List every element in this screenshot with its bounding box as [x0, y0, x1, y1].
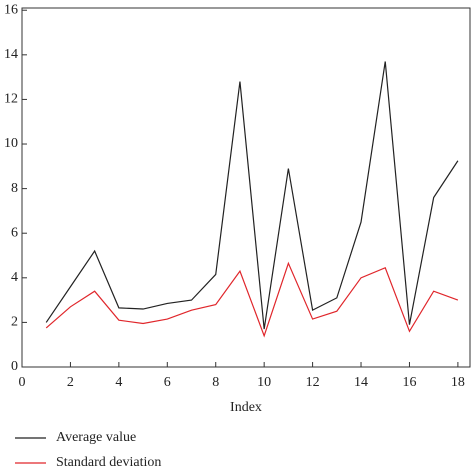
y-tick-label: 12: [4, 92, 18, 107]
x-axis-label: Index: [230, 400, 262, 415]
legend-label: Standard deviation: [56, 455, 161, 470]
legend-label: Average value: [56, 430, 136, 445]
x-tick-label: 0: [19, 375, 26, 390]
y-tick-label: 14: [4, 47, 18, 62]
x-tick-label: 14: [354, 375, 368, 390]
y-tick-label: 6: [11, 225, 18, 240]
y-tick-label: 8: [11, 181, 18, 196]
y-tick-label: 16: [4, 2, 18, 17]
series-line: [45, 261, 459, 338]
x-tick-label: 2: [67, 375, 74, 390]
x-tick-label: 10: [257, 375, 271, 390]
series-line: [45, 61, 459, 330]
y-tick-label: 4: [11, 270, 18, 285]
y-tick-label: 0: [11, 359, 18, 374]
y-tick-label: 10: [4, 136, 18, 151]
x-tick-label: 16: [402, 375, 416, 390]
x-tick-label: 8: [212, 375, 219, 390]
x-tick-label: 4: [115, 375, 122, 390]
plot-frame: [21, 7, 471, 368]
y-tick-label: 2: [11, 315, 18, 330]
x-tick-label: 6: [164, 375, 171, 390]
x-tick-label: 18: [451, 375, 465, 390]
x-tick-label: 12: [306, 375, 320, 390]
